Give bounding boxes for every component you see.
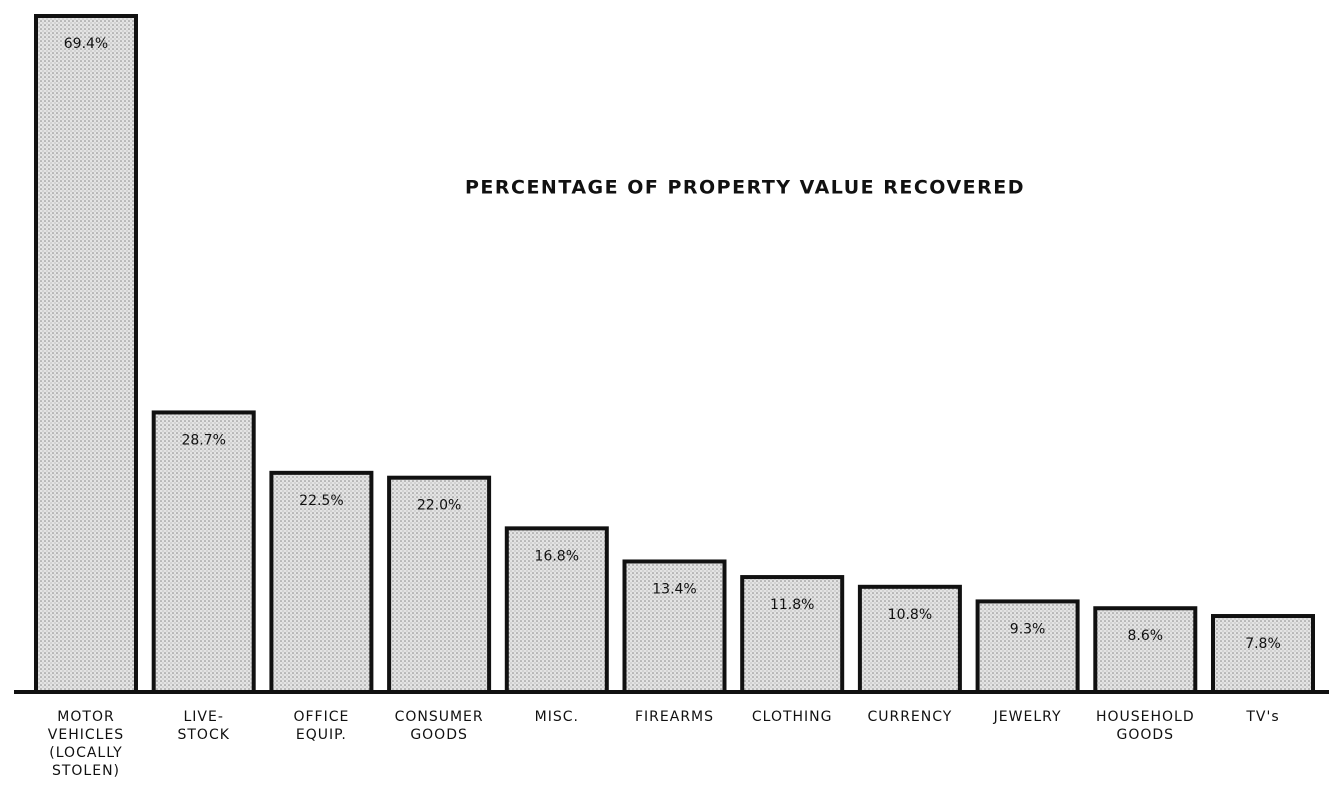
bar [34,14,138,694]
x-tick-label: LIVE- [183,709,223,725]
value-label: 9.3% [1010,621,1046,637]
x-tick-label: HOUSEHOLD [1096,709,1195,725]
value-label: 28.7% [181,432,225,448]
bar [151,410,256,694]
x-tick-label: (LOCALLY [49,745,122,761]
x-tick-label: STOLEN) [52,763,120,779]
value-label: 22.0% [417,498,461,514]
x-tick-label: OFFICE [293,709,349,725]
x-tick-label: TV's [1245,709,1279,725]
value-label: 16.8% [535,548,579,564]
bar [269,470,374,694]
x-tick-label: EQUIP. [296,727,347,743]
bar [857,584,962,694]
x-tick-label: STOCK [177,727,229,743]
x-tick-label: CONSUMER [395,709,484,725]
x-tick-label: VEHICLES [48,727,124,743]
bar [1211,614,1315,695]
bar [387,475,492,694]
bar [1093,606,1198,694]
value-label: 11.8% [770,597,814,613]
x-tick-label: JEWELRY [993,709,1062,725]
bar [975,599,1080,695]
value-label: 22.5% [299,493,343,509]
x-tick-label: MOTOR [57,709,114,725]
value-label: 69.4% [64,36,108,52]
x-tick-label: CURRENCY [867,709,952,725]
bar [622,559,727,695]
value-label: 7.8% [1245,636,1281,652]
value-label: 13.4% [652,581,696,597]
x-tick-label: CLOTHING [752,709,833,725]
x-tick-label: FIREARMS [635,709,714,725]
bar [740,575,845,695]
x-tick-label: MISC. [535,709,579,725]
value-label: 8.6% [1128,628,1164,644]
x-tick-label: GOODS [410,727,468,743]
x-tick-label: GOODS [1117,727,1175,743]
value-label: 10.8% [888,607,932,623]
chart-title: PERCENTAGE OF PROPERTY VALUE RECOVERED [465,177,1025,199]
